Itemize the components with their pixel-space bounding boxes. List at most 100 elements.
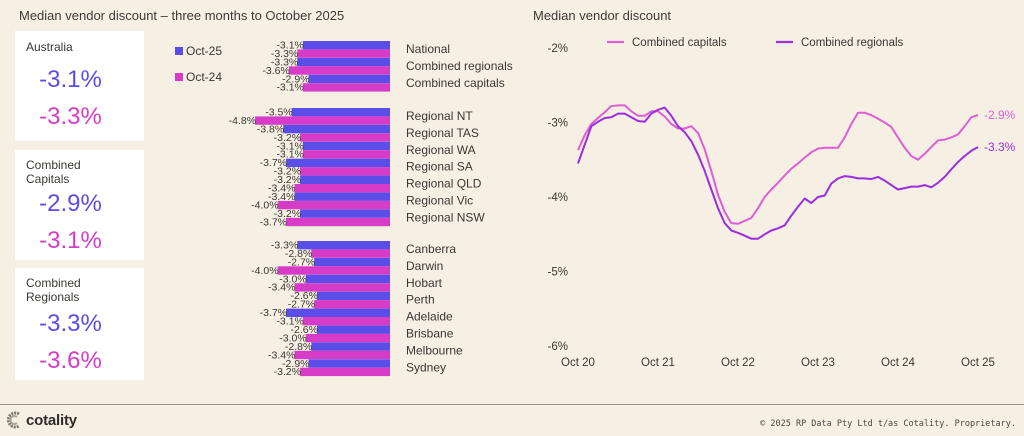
card-value-oct24: -3.3% xyxy=(39,103,102,130)
bar-brisbane-oct-24 xyxy=(305,333,390,343)
bar-data-label: -3.1% xyxy=(276,82,303,94)
bar-regional-wa-oct-25 xyxy=(302,141,390,151)
legend-label-combined-regionals: Combined regionals xyxy=(801,37,904,49)
bar-category-label: Sydney xyxy=(406,360,446,374)
legend-label-combined-capitals: Combined capitals xyxy=(632,37,727,49)
bar-data-label: -3.1% xyxy=(276,316,303,328)
bar-regional-nsw-oct-25 xyxy=(300,209,390,218)
bar-category-label: Combined regionals xyxy=(406,59,513,73)
card-label: Combined Regionals xyxy=(26,276,81,304)
bar-category-label: Canberra xyxy=(406,242,456,256)
bar-data-label: -4.8% xyxy=(229,115,256,127)
card-label: Combined Capitals xyxy=(26,158,81,186)
bar-data-label: -3.7% xyxy=(260,216,287,228)
bar-category-label: Regional Vic xyxy=(406,194,473,208)
summary-card-combined-regionals: Combined Regionals -3.3% -3.6% xyxy=(15,268,144,380)
y-tick-label: -5% xyxy=(548,267,568,279)
legend-label: Oct-24 xyxy=(186,70,223,84)
bar-data-label: -3.2% xyxy=(274,166,301,178)
bar-combined-capitals-oct-25 xyxy=(308,74,390,84)
bar-category-label: Regional SA xyxy=(406,160,473,174)
bar-chart-title: Median vendor discount – three months to… xyxy=(19,8,345,23)
bar-category-label: Regional NSW xyxy=(406,210,485,224)
bar-sydney-oct-24 xyxy=(300,367,390,377)
bar-data-label: -3.2% xyxy=(274,366,301,378)
bar-darwin-oct-25 xyxy=(314,257,390,267)
bar-regional-qld-oct-24 xyxy=(294,184,390,193)
bar-category-label: Perth xyxy=(406,293,435,307)
bar-category-label: Regional WA xyxy=(406,143,476,157)
bar-data-label: -3.5% xyxy=(265,107,292,119)
bar-combined-regionals-oct-25 xyxy=(297,57,390,67)
card-value-oct25: -3.1% xyxy=(39,66,102,93)
bar-data-label: -2.9% xyxy=(282,73,309,85)
summary-card-combined-capitals: Combined Capitals -2.9% -3.1% xyxy=(15,150,144,260)
copyright-text: © 2025 RP Data Pty Ltd t/as Cotality. Pr… xyxy=(760,419,1016,429)
bar-regional-qld-oct-25 xyxy=(300,175,390,184)
bar-regional-tas-oct-24 xyxy=(300,133,390,142)
bar-data-label: -3.2% xyxy=(274,174,301,186)
bar-category-label: Regional TAS xyxy=(406,126,479,140)
x-tick-label: Oct 22 xyxy=(721,357,755,369)
bar-category-label: Combined capitals xyxy=(406,76,505,90)
x-tick-label: Oct 21 xyxy=(641,357,675,369)
bar-adelaide-oct-25 xyxy=(286,308,390,317)
bar-data-label: -3.4% xyxy=(268,282,295,294)
bar-melbourne-oct-24 xyxy=(294,350,390,360)
line-combined-regionals xyxy=(577,106,979,240)
bar-regional-vic-oct-24 xyxy=(277,200,390,210)
bar-category-label: Brisbane xyxy=(406,327,454,341)
bar-data-label: -2.8% xyxy=(285,341,312,353)
bar-data-label: -3.0% xyxy=(279,273,306,285)
legend-label: Oct-25 xyxy=(186,44,223,58)
bar-category-label: Hobart xyxy=(406,276,443,290)
bar-data-label: -3.1% xyxy=(276,140,303,152)
bar-data-label: -3.4% xyxy=(268,183,295,195)
summary-card-australia: Australia -3.1% -3.3% xyxy=(15,31,144,141)
bar-data-label: -3.2% xyxy=(274,208,301,220)
legend-item-oct24: Oct-24 xyxy=(175,70,222,84)
footer-divider xyxy=(0,404,1024,405)
x-tick-label: Oct 25 xyxy=(961,357,995,369)
bar-national-oct-25 xyxy=(302,41,390,50)
bar-data-label: -2.7% xyxy=(288,299,315,311)
bar-regional-nt-oct-25 xyxy=(291,108,390,117)
bar-regional-nt-oct-24 xyxy=(255,116,390,125)
bar-data-label: -2.8% xyxy=(285,248,312,260)
bar-data-label: -3.3% xyxy=(271,240,298,252)
y-tick-label: -2% xyxy=(548,43,568,55)
x-tick-label: Oct 24 xyxy=(881,357,915,369)
bar-perth-oct-25 xyxy=(316,291,390,301)
bar-data-label: -3.3% xyxy=(271,48,298,60)
bar-data-label: -3.0% xyxy=(279,332,306,344)
bar-regional-wa-oct-24 xyxy=(302,150,390,159)
y-tick-label: -6% xyxy=(548,341,568,353)
bar-data-label: -3.1% xyxy=(276,149,303,161)
bar-data-label: -2.9% xyxy=(282,358,309,370)
bar-category-label: Darwin xyxy=(406,259,443,273)
bar-canberra-oct-24 xyxy=(311,249,390,258)
bar-national-oct-24 xyxy=(297,49,390,58)
legend-swatch-oct25 xyxy=(175,47,183,55)
bar-sydney-oct-25 xyxy=(308,359,390,368)
bar-perth-oct-24 xyxy=(314,300,390,309)
line-combined-capitals xyxy=(577,104,979,225)
bar-hobart-oct-24 xyxy=(294,283,390,292)
bar-data-label: -4.0% xyxy=(251,199,278,211)
line-chart-title: Median vendor discount xyxy=(533,8,672,23)
card-value-oct25: -3.3% xyxy=(39,310,102,337)
line-end-label-combined-capitals: -2.9% xyxy=(984,108,1016,122)
bar-chart: -3.1%-3.3% National-3.3%-3.6% Combined reg… xyxy=(229,40,513,379)
legend-swatch-oct24 xyxy=(175,73,183,81)
y-tick-label: -4% xyxy=(548,192,568,204)
bar-data-label: -3.1% xyxy=(276,40,303,52)
bar-darwin-oct-24 xyxy=(277,266,390,275)
x-tick-label: Oct 23 xyxy=(801,357,835,369)
bar-hobart-oct-25 xyxy=(305,274,390,284)
line-end-label-combined-regionals: -3.3% xyxy=(984,140,1016,154)
bar-data-label: -3.2% xyxy=(274,132,301,144)
bar-brisbane-oct-25 xyxy=(316,325,390,334)
bar-data-label: -3.8% xyxy=(257,123,284,135)
card-label: Australia xyxy=(26,40,73,54)
bar-adelaide-oct-24 xyxy=(302,317,390,326)
